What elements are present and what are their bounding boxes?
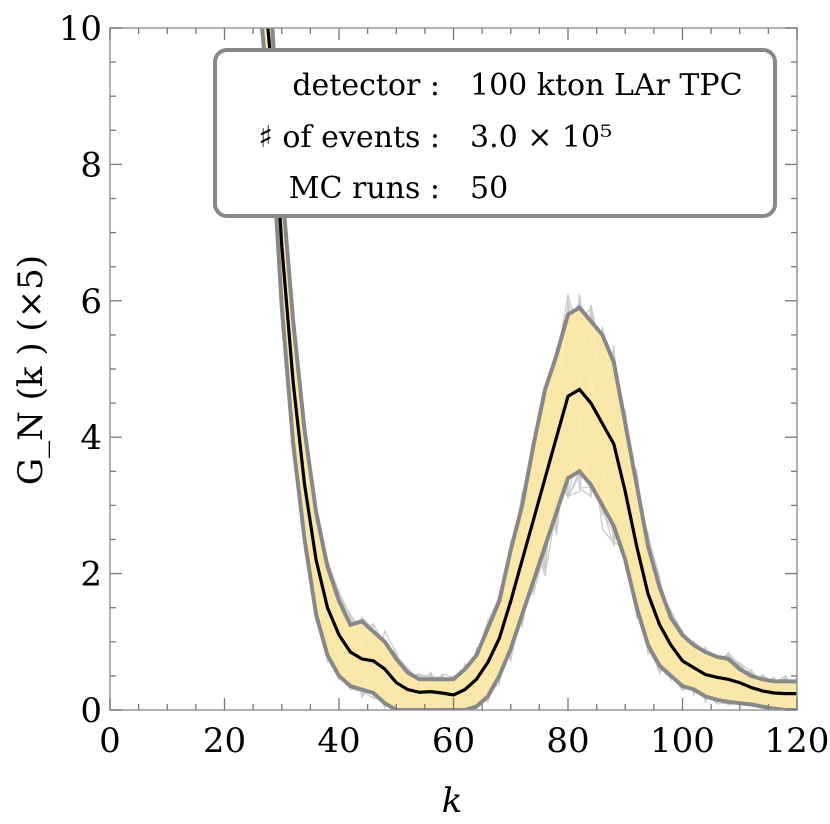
legend-label-runs: MC runs : xyxy=(289,171,440,206)
x-tick-label: 60 xyxy=(432,721,475,761)
legend-box: detector : 100 kton LAr TPC ♯ of events … xyxy=(215,50,775,216)
x-tick-label: 80 xyxy=(546,721,589,761)
y-tick-label: 2 xyxy=(80,555,102,595)
y-tick-label: 8 xyxy=(80,145,102,185)
y-tick-label: 0 xyxy=(80,691,102,731)
x-tick-label: 20 xyxy=(203,721,246,761)
x-tick-label: 120 xyxy=(765,721,830,761)
legend-value-runs: 50 xyxy=(470,171,508,206)
x-tick-label: 40 xyxy=(317,721,360,761)
x-tick-label: 100 xyxy=(650,721,715,761)
y-tick-label: 4 xyxy=(80,418,102,458)
legend-label-detector: detector : xyxy=(292,68,440,103)
y-axis-label: G_N (k ) (×5) xyxy=(11,255,51,485)
y-tick-label: 10 xyxy=(59,9,102,49)
legend-label-events: ♯ of events : xyxy=(258,120,440,155)
x-tick-label: 0 xyxy=(99,721,121,761)
y-tick-label: 6 xyxy=(80,282,102,322)
legend-value-detector: 100 kton LAr TPC xyxy=(470,68,743,103)
x-axis-label: k xyxy=(442,781,463,821)
legend-value-events: 3.0 × 10⁵ xyxy=(470,120,612,155)
